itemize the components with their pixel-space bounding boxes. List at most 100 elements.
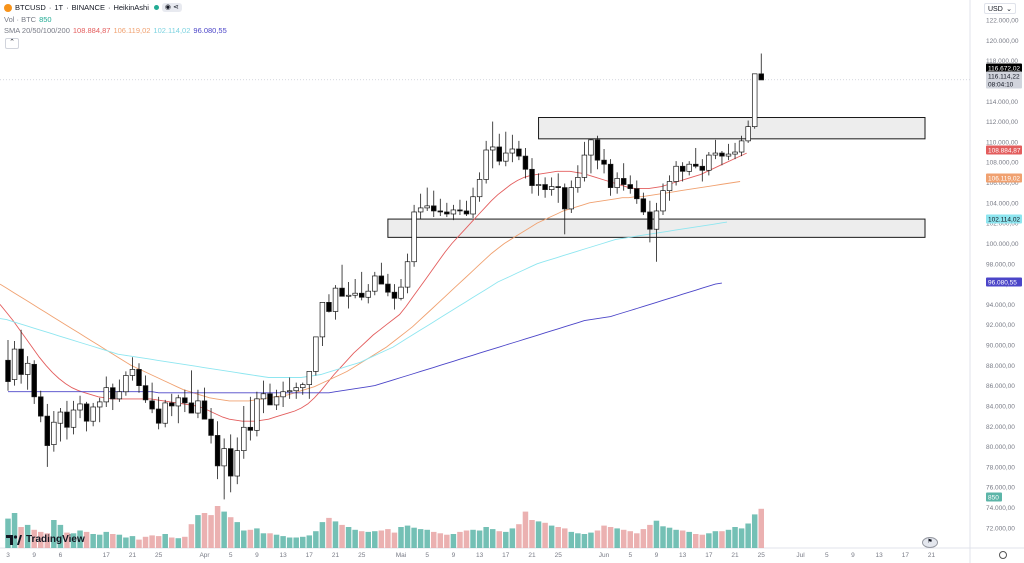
candle-body	[273, 396, 280, 406]
resistance-zone	[538, 117, 926, 140]
candle-body	[745, 126, 751, 142]
candle-body	[136, 369, 142, 386]
volume-bar	[634, 533, 640, 548]
candle	[260, 380, 267, 414]
candle-body	[666, 181, 673, 191]
candle-body	[470, 196, 476, 215]
volume-bar	[345, 527, 352, 548]
last-label-bg	[986, 71, 1022, 81]
candle	[496, 133, 502, 166]
y-tick-label: 78.000,00	[986, 464, 1015, 471]
volume-bar	[299, 536, 306, 548]
candle-body	[182, 397, 188, 404]
candle	[457, 199, 463, 216]
x-tick-label: 17	[902, 552, 910, 559]
candle	[162, 399, 168, 428]
candle-body	[391, 291, 398, 299]
candle-body	[620, 178, 627, 185]
candle-body	[372, 275, 378, 292]
volume-label: Vol · BTC	[4, 15, 37, 24]
settings-icon[interactable]	[999, 551, 1007, 559]
candle	[96, 397, 103, 423]
y-tick-label: 82.000,00	[986, 424, 1015, 431]
candle-body	[227, 448, 234, 477]
volume-bar	[575, 533, 581, 548]
candle-body	[660, 190, 666, 212]
x-tick-label: 21	[928, 552, 936, 559]
x-tick-label: 5	[425, 552, 429, 559]
candle-body	[352, 292, 358, 296]
volume-bar	[548, 525, 555, 548]
candle	[620, 163, 627, 191]
sma-legend[interactable]: SMA 20/50/100/200 108.884,87 106.119,02 …	[4, 26, 227, 35]
volume-bar	[123, 537, 129, 548]
candle-body	[306, 371, 313, 385]
candle-body	[77, 403, 83, 411]
candle-body	[686, 163, 692, 172]
sma50-label-bg	[986, 173, 1022, 183]
sma100-label-text: 102.114,02	[988, 217, 1020, 224]
candle-body	[404, 261, 411, 288]
volume-bar	[516, 524, 522, 548]
candle-body	[31, 363, 37, 398]
candle-body	[57, 411, 64, 424]
volume-bar	[437, 533, 444, 548]
candle-body	[155, 408, 162, 424]
x-tick-label: 17	[502, 552, 510, 559]
x-tick-label: 9	[255, 552, 259, 559]
candle-body	[5, 359, 11, 382]
volume-bar	[116, 534, 123, 548]
symbol-legend[interactable]: BTCUSD · 1T · BINANCE · HeikinAshi ◉ ⋖	[4, 3, 182, 12]
x-tick-label: 21	[332, 552, 340, 559]
candle-body	[555, 186, 561, 188]
volume-bar	[391, 532, 398, 548]
volume-bar	[5, 518, 11, 548]
volume-bar	[260, 533, 267, 548]
candle-body	[385, 283, 391, 293]
sma-label: SMA 20/50/100/200	[4, 26, 70, 35]
volume-bar	[588, 532, 594, 548]
candle	[476, 172, 483, 202]
sma50-label-text: 106.119,02	[988, 176, 1020, 183]
tradingview-logo[interactable]: TradingView	[6, 534, 85, 545]
candle-body	[581, 154, 588, 178]
candle-body	[738, 140, 745, 153]
candle	[313, 336, 319, 376]
candle	[51, 411, 57, 452]
last-price-label: 116.114,22	[986, 71, 1022, 81]
flag-icon[interactable]: ⚑	[922, 537, 938, 548]
y-tick-label: 80.000,00	[986, 444, 1015, 451]
volume-bar	[83, 531, 90, 548]
candle	[548, 177, 555, 196]
candle-body	[568, 187, 575, 210]
candle	[83, 401, 90, 432]
candle-body	[535, 184, 542, 186]
candle-body	[110, 387, 116, 400]
candle-body	[699, 165, 706, 171]
candle	[267, 383, 273, 406]
volume-bar	[142, 536, 149, 548]
volume-bar	[444, 534, 450, 548]
candle-body	[575, 177, 581, 188]
candle	[11, 340, 18, 386]
candle-body	[398, 286, 404, 299]
volume-bar	[424, 529, 430, 548]
sma50-price-label: 106.119,02	[986, 173, 1022, 183]
candle-body	[90, 406, 96, 422]
volume-legend[interactable]: Vol · BTC 850	[4, 15, 52, 24]
volume-bar	[522, 511, 529, 548]
x-tick-label: 3	[6, 552, 10, 559]
candle-body	[417, 207, 424, 213]
volume-bar	[601, 525, 607, 548]
candle-body	[313, 336, 319, 372]
volume-bar	[247, 529, 254, 548]
share-icon[interactable]: ◉ ⋖	[161, 3, 182, 12]
candle-body	[483, 149, 489, 180]
y-tick-label: 120.000,00	[986, 38, 1019, 45]
candle	[391, 284, 398, 310]
candle	[18, 329, 24, 384]
collapse-legend-button[interactable]: ⌃	[5, 38, 19, 49]
currency-select[interactable]: USD ⌄	[984, 3, 1016, 14]
candle	[155, 396, 162, 430]
